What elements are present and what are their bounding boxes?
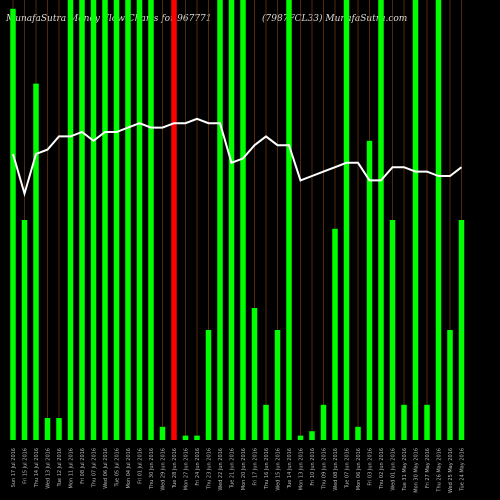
x-tick-label: Thu 02 Jun 2016 (379, 448, 385, 490)
x-tick-label: Mon 30 May 2016 (414, 448, 420, 493)
bar (194, 435, 200, 440)
bar (113, 0, 120, 440)
bar (228, 0, 235, 440)
bar (44, 418, 51, 440)
bar (424, 404, 430, 440)
x-tick-label: Wed 13 Jul 2016 (46, 448, 52, 489)
x-tick-label: Wed 25 May 2016 (448, 448, 454, 493)
x-tick-label: Tue 24 May 2016 (460, 448, 466, 492)
bar (56, 418, 62, 440)
bar (205, 330, 212, 440)
bar (389, 220, 396, 440)
bar (401, 404, 407, 440)
bar (251, 308, 258, 440)
x-tick-label: Tue 31 May 2016 (402, 448, 408, 492)
bar (320, 404, 327, 440)
x-tick-label: Mon 13 Jun 2016 (299, 448, 305, 490)
bar (274, 330, 281, 440)
bar (182, 435, 189, 440)
x-tick-label: Tue 07 Jun 2016 (345, 448, 351, 489)
x-tick-label: Tue 28 Jun 2016 (172, 448, 178, 489)
bar (355, 426, 361, 440)
x-tick-label: Mon 20 Jun 2016 (241, 448, 247, 490)
bar (286, 0, 292, 440)
bar (435, 0, 442, 440)
x-tick-label: Thu 23 Jun 2016 (207, 448, 213, 490)
x-tick-label: Mon 11 Jul 2016 (69, 448, 75, 488)
x-tick-label: Wed 06 Jul 2016 (103, 448, 109, 489)
bar (378, 0, 384, 440)
bar (136, 0, 143, 440)
bar (297, 435, 304, 440)
bar (447, 330, 453, 440)
bar (148, 0, 154, 440)
x-tick-label: Tue 12 Jul 2016 (57, 448, 63, 487)
x-tick-label: Thu 30 Jun 2016 (149, 448, 155, 490)
x-tick-label: Fri 03 Jun 2016 (368, 448, 374, 486)
bar (217, 0, 223, 440)
x-tick-label: Thu 26 May 2016 (437, 448, 443, 493)
bar (67, 0, 74, 440)
chart-title-right: (7987FCL33) MunafaSutra.com (262, 14, 408, 24)
x-tick-label: Tue 14 Jun 2016 (287, 448, 293, 489)
x-tick-label: Mon 27 Jun 2016 (184, 448, 190, 490)
bar (309, 431, 315, 440)
x-tick-label: Mon 04 Jul 2016 (126, 448, 132, 488)
x-tick-label: Fri 17 Jun 2016 (253, 448, 259, 486)
bar (159, 426, 166, 440)
x-tick-label: Sun 17 Jul 2016 (11, 448, 17, 487)
bar (125, 0, 131, 440)
bar (263, 404, 269, 440)
x-tick-label: Tue 05 Jul 2016 (115, 448, 121, 487)
series-line (12, 117, 463, 198)
x-tick-label: Thu 16 Jun 2016 (264, 448, 270, 490)
bar (412, 0, 419, 440)
x-tick-label: Wed 01 Jun 2016 (391, 448, 397, 491)
bar (171, 0, 177, 440)
bar (343, 0, 350, 440)
bar (79, 0, 85, 440)
bar (90, 0, 97, 440)
x-tick-label: Fri 24 Jun 2016 (195, 448, 201, 486)
bar (33, 83, 39, 440)
x-tick-label: Fri 15 Jul 2016 (23, 448, 29, 484)
bar (366, 140, 373, 441)
x-tick-label: Fri 08 Jul 2016 (80, 448, 86, 484)
bar (458, 220, 465, 440)
x-tick-label: Fri 01 Jul 2016 (138, 448, 144, 484)
bar (21, 220, 28, 440)
x-tick-label: Wed 29 Jun 2016 (161, 448, 167, 491)
x-tick-label: Thu 14 Jul 2016 (34, 448, 40, 488)
bar (10, 8, 16, 441)
bar (332, 228, 338, 440)
bar (102, 0, 108, 440)
x-tick-label: Fri 10 Jun 2016 (310, 448, 316, 486)
x-tick-label: Tue 21 Jun 2016 (230, 448, 236, 489)
x-tick-label: Wed 08 Jun 2016 (333, 448, 339, 491)
bar (240, 0, 246, 440)
x-tick-label: Wed 22 Jun 2016 (218, 448, 224, 491)
x-tick-label: Wed 15 Jun 2016 (276, 448, 282, 491)
x-tick-label: Fri 27 May 2016 (425, 448, 431, 488)
chart-title-left: MunafaSutra Money Flow Charts for 967771 (6, 14, 212, 24)
x-tick-label: Mon 06 Jun 2016 (356, 448, 362, 490)
x-tick-label: Thu 09 Jun 2016 (322, 448, 328, 490)
x-tick-label: Thu 07 Jul 2016 (92, 448, 98, 488)
